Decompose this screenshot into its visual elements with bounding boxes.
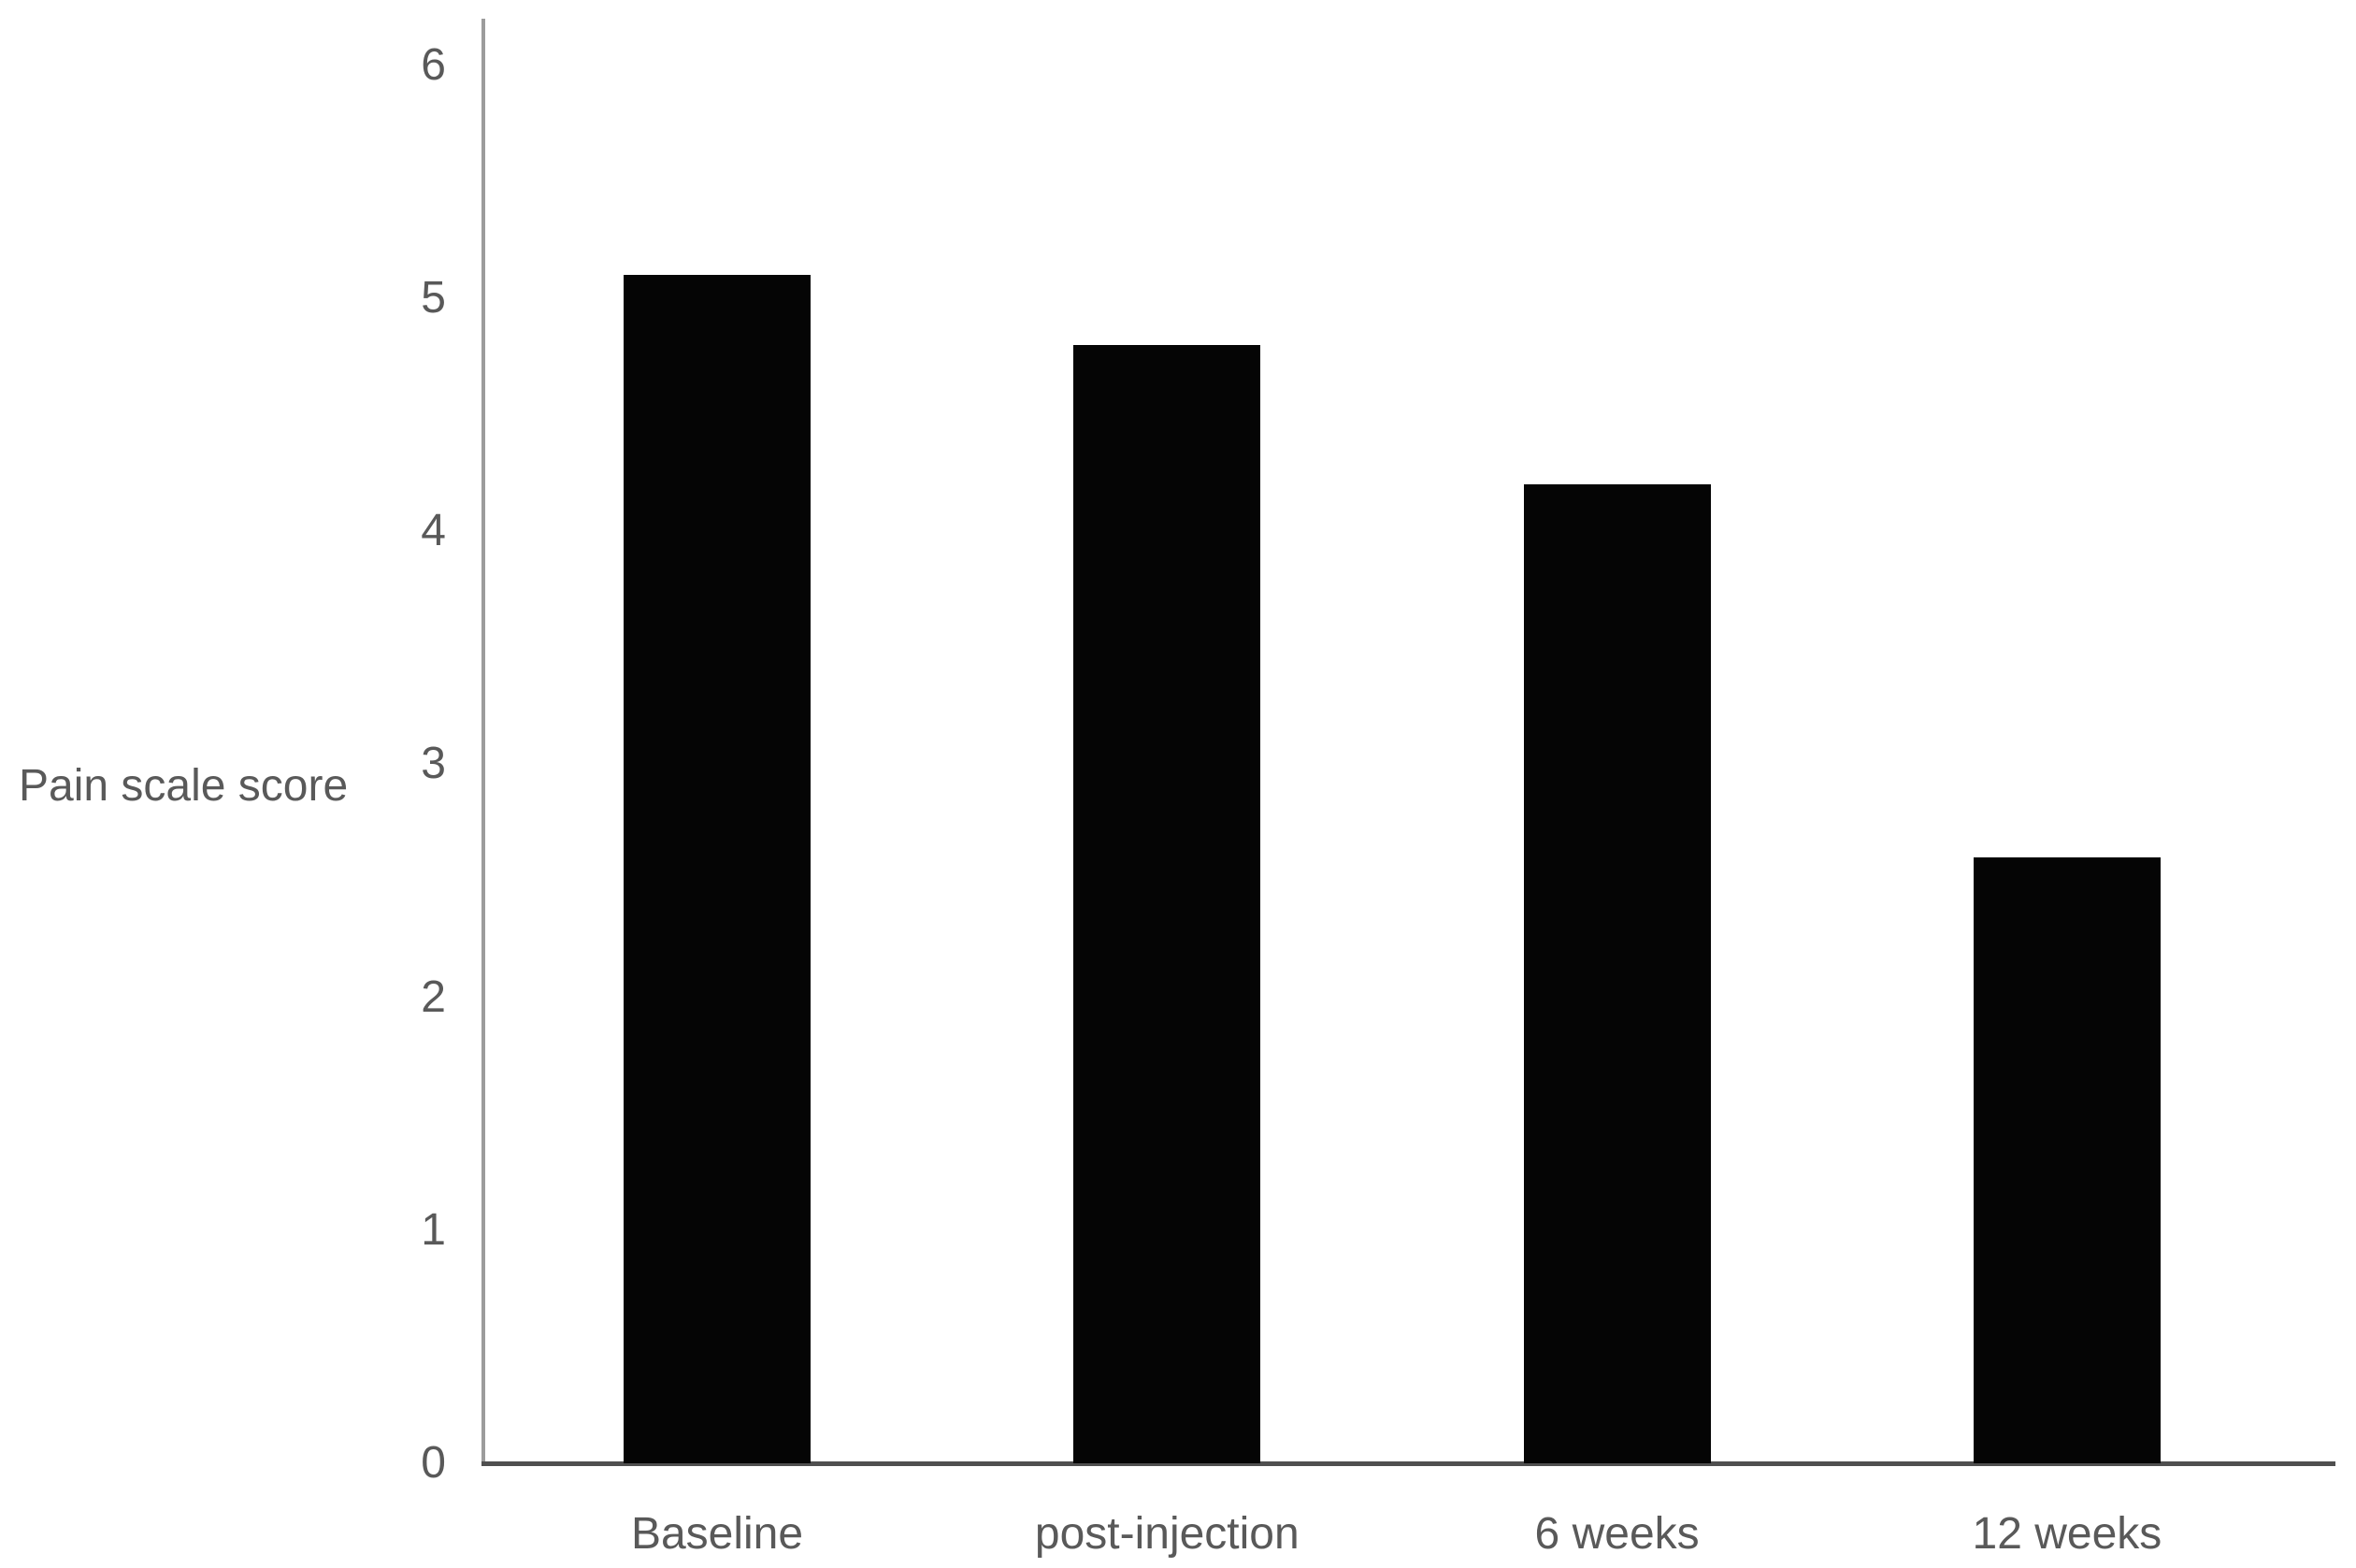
x-axis-line [481, 1461, 2335, 1466]
x-tick-label-baseline: Baseline [630, 1509, 804, 1559]
y-axis-title: Pain scale score [19, 761, 349, 811]
y-tick-label-2: 2 [421, 971, 446, 1022]
y-tick-label-0: 0 [421, 1438, 446, 1488]
y-tick-label-5: 5 [421, 273, 446, 324]
x-tick-label-12-weeks: 12 weeks [1972, 1509, 2162, 1559]
bar-6-weeks [1523, 484, 1711, 1463]
y-tick-label-4: 4 [421, 506, 446, 556]
bar-baseline [624, 275, 811, 1463]
bar-12-weeks [1973, 857, 2161, 1463]
y-axis-line [481, 19, 485, 1466]
y-tick-label-3: 3 [421, 739, 446, 789]
y-tick-label-1: 1 [421, 1204, 446, 1255]
x-tick-label-6-weeks: 6 weeks [1534, 1509, 1700, 1559]
bar-post-injection [1073, 344, 1261, 1463]
y-tick-label-6: 6 [421, 39, 446, 90]
x-tick-label-post-injection: post-injection [1034, 1509, 1300, 1559]
